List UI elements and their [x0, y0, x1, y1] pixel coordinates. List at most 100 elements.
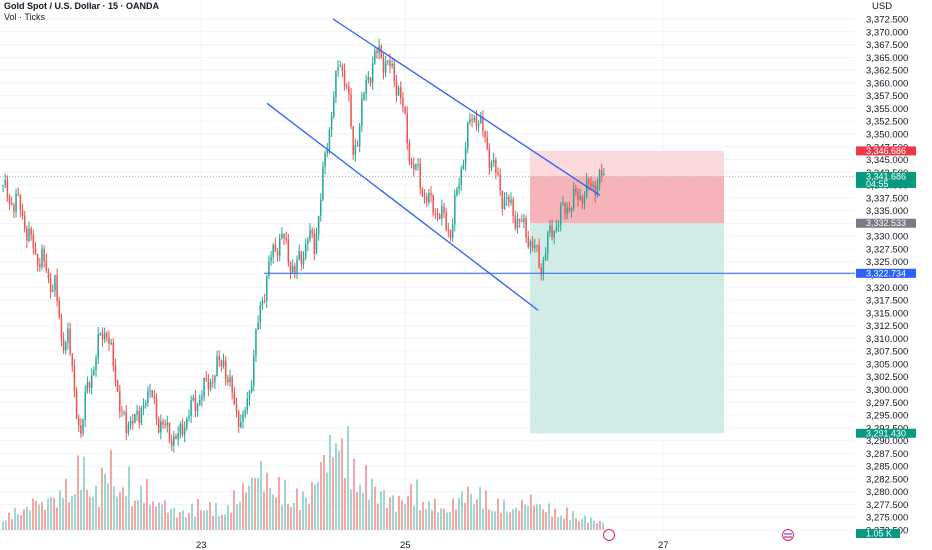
price-tag-label: 3,346.686 [866, 146, 906, 156]
candle-body [393, 63, 396, 83]
candle-body [441, 206, 443, 220]
candle-body [209, 382, 212, 390]
volume-bar [356, 492, 358, 530]
candle-body [170, 440, 173, 446]
volume-bar [299, 509, 301, 530]
candle-body [47, 270, 50, 279]
volume-bar [230, 512, 232, 530]
volume-indicator-label[interactable]: Vol · Ticks [4, 12, 46, 22]
candle-body [488, 148, 491, 168]
volume-bar [527, 506, 529, 530]
candle-body [337, 66, 339, 71]
volume-bar [593, 520, 595, 530]
candle-body [313, 233, 316, 254]
volume-bar [161, 504, 163, 530]
candle-body [129, 420, 132, 425]
candle-body [434, 213, 437, 215]
candle-body [17, 193, 19, 195]
volume-bars [2, 426, 604, 530]
candle-body [540, 267, 542, 275]
volume-bar [179, 512, 181, 530]
profit-zone [530, 223, 724, 434]
stop-zone-light [530, 150, 724, 177]
volume-bar [419, 510, 421, 530]
candle-body [45, 260, 48, 271]
candle-body [546, 232, 549, 255]
candle-body [447, 229, 450, 231]
volume-bar [398, 495, 400, 530]
volume-bar [500, 512, 502, 530]
candle-body [380, 45, 383, 59]
candle-body [240, 421, 242, 428]
price-tag-label: 3,322.734 [866, 268, 906, 278]
volume-bar [20, 515, 22, 530]
price-tag-label: 3,341.686 [866, 171, 906, 181]
volume-bar [470, 493, 472, 530]
price-tick-label: 3,352.500 [866, 117, 908, 128]
volume-bar [50, 496, 52, 530]
volume-bar [80, 489, 82, 530]
volume-bar [458, 498, 460, 530]
candle-body [482, 116, 484, 131]
candle-body [343, 70, 346, 86]
candle-body [272, 244, 274, 257]
candle-body [235, 403, 238, 412]
time-tick-label: 23 [196, 540, 207, 550]
volume-bar [236, 503, 238, 530]
candle-body [132, 420, 134, 424]
price-tick-label: 3,297.500 [866, 398, 908, 409]
candle-body [270, 256, 272, 262]
candle-body [181, 423, 184, 435]
candle-body [6, 180, 9, 197]
volume-bar [140, 485, 142, 530]
candle-body [350, 94, 352, 127]
candle-body [268, 261, 270, 276]
volume-bar [257, 477, 259, 530]
candle-body [510, 199, 512, 203]
candle-body [467, 122, 469, 149]
volume-bar [116, 496, 118, 530]
candle-body [13, 205, 15, 212]
candle-body [190, 400, 192, 416]
symbol-title[interactable]: Gold Spot / U.S. Dollar · 15 · OANDA [4, 1, 160, 11]
price-tag-label: 3,291.430 [866, 428, 906, 438]
volume-bar [563, 518, 565, 530]
candle-body [62, 339, 65, 351]
volume-bar [41, 502, 43, 530]
volume-bar [467, 486, 469, 530]
candle-body [345, 85, 348, 87]
price-tick-label: 3,307.500 [866, 347, 908, 358]
volume-bar [521, 500, 523, 530]
candle-body [34, 248, 37, 255]
candle-body [220, 360, 223, 367]
trend-drawings[interactable] [264, 18, 855, 311]
candle-body [477, 123, 480, 126]
price-tag [856, 146, 916, 156]
candle-body [542, 260, 545, 275]
price-tick-label: 3,365.000 [866, 53, 908, 64]
volume-bar [170, 508, 172, 530]
candle-body [579, 195, 581, 200]
volume-bar [536, 504, 538, 530]
volume-bar [278, 476, 280, 530]
candle-body [162, 421, 164, 425]
volume-bar [221, 514, 223, 530]
candle-body [423, 196, 426, 198]
candle-body [36, 254, 39, 265]
candle-body [216, 356, 218, 377]
candle-body [490, 162, 493, 168]
volume-bar [344, 477, 346, 530]
price-tick-label: 3,357.500 [866, 91, 908, 102]
chart-header: Gold Spot / U.S. Dollar · 15 · OANDA Vol… [4, 1, 159, 23]
time-axis[interactable]: 23 25 27 [196, 529, 794, 550]
position-zones[interactable] [0, 150, 855, 434]
price-tick-label: 3,330.000 [866, 232, 908, 243]
volume-bar [503, 499, 505, 530]
volume-bar [182, 510, 184, 530]
candle-body [577, 191, 579, 200]
volume-bar [71, 496, 73, 530]
candle-body [207, 378, 210, 390]
candles [2, 38, 605, 453]
